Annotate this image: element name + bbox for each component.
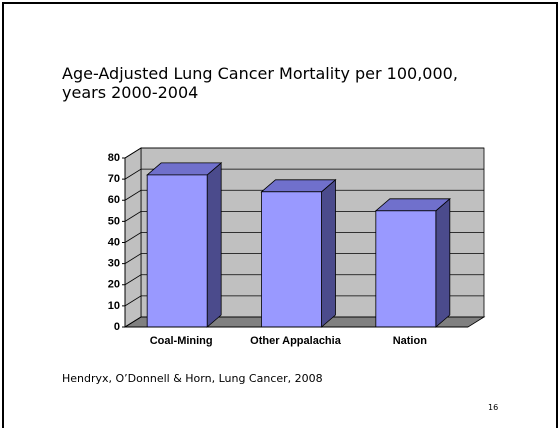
footnote: Hendryx, O’Donnell & Horn, Lung Cancer, … — [62, 372, 323, 385]
y-tick-label: 10 — [108, 300, 120, 312]
grid-line — [124, 274, 484, 286]
y-tick-label: 50 — [108, 215, 120, 227]
x-tick-label: Nation — [393, 335, 428, 347]
bar-side — [206, 162, 222, 328]
y-tick-label: 40 — [108, 236, 120, 248]
slide-number: 16 — [488, 403, 499, 412]
grid-line — [124, 232, 484, 243]
grid-line — [124, 168, 484, 180]
grid-line — [124, 210, 484, 222]
y-tick-label: 30 — [108, 258, 120, 270]
grid-line — [124, 253, 484, 264]
grid-line — [124, 189, 484, 201]
bar-side — [435, 197, 451, 328]
y-tick-label: 70 — [108, 173, 120, 185]
bar — [146, 174, 208, 328]
chart-title: Age-Adjusted Lung Cancer Mortality per 1… — [62, 64, 458, 102]
y-tick-label: 0 — [114, 321, 120, 333]
bar — [375, 210, 437, 328]
y-tick-label: 60 — [108, 194, 120, 206]
grid-line — [124, 295, 484, 307]
x-tick-label: Other Appalachia — [250, 335, 342, 347]
bar — [261, 191, 322, 328]
x-tick-label: Coal-Mining — [150, 335, 213, 347]
y-tick-label: 80 — [108, 152, 120, 164]
grid-line — [124, 316, 484, 328]
bar-side — [321, 178, 336, 328]
y-tick-label: 20 — [108, 279, 120, 291]
grid-line — [124, 147, 484, 159]
